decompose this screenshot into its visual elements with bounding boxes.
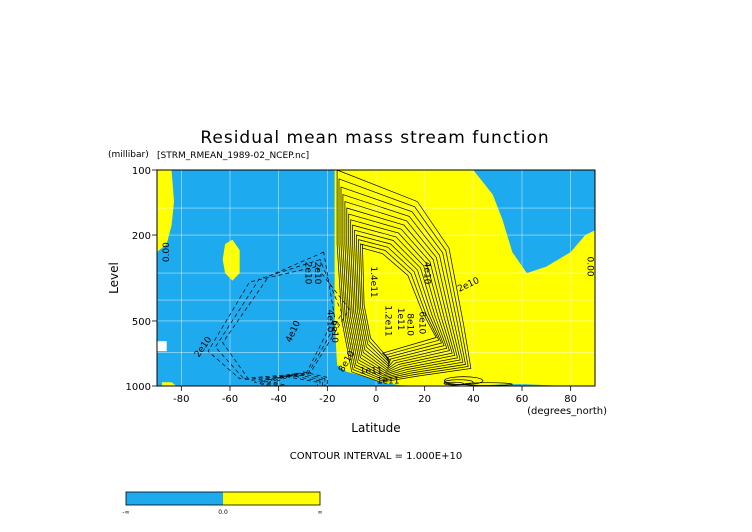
contour-positive — [336, 170, 472, 383]
contour-label: 1.4e11 — [368, 266, 378, 297]
colorbar: -∞ 0.0 ∞ — [122, 491, 323, 516]
x-tick-label: -20 — [319, 394, 335, 405]
y-tick-label: 100 — [132, 166, 151, 177]
contour-label: 1e11 — [360, 366, 383, 376]
contour-positive — [346, 207, 458, 375]
contour-label: 6e10 — [329, 320, 339, 343]
contour-positive — [348, 213, 456, 374]
contour-positive — [362, 243, 437, 362]
contour-label: 1e11 — [395, 308, 405, 331]
colorbar-label-zero: 0.0 — [218, 509, 228, 516]
x-tick-label: 0 — [373, 394, 379, 405]
y-axis-label: Level — [107, 262, 121, 294]
colorbar-negative — [126, 492, 223, 505]
x-tick-label: -80 — [173, 394, 189, 405]
contour-label: 6e10 — [417, 311, 427, 334]
positive-region-sh-pole — [157, 170, 174, 253]
dataset-label: [STRM_RMEAN_1989-02_NCEP.nc] — [157, 151, 309, 161]
contour-label: 4e10 — [324, 310, 334, 333]
y-tick-label: 200 — [132, 231, 151, 242]
contour-negative — [267, 372, 326, 386]
chart-title: Residual mean mass stream function — [200, 128, 549, 148]
contour-positive — [352, 224, 450, 371]
contour-negative — [207, 266, 350, 380]
contour-label: 0.00 — [585, 257, 595, 277]
contour-negative — [254, 375, 318, 386]
contour-positive — [338, 178, 469, 382]
x-tick-label: 40 — [467, 394, 480, 405]
contour-label: 8e10 — [405, 313, 415, 336]
contour-positive — [360, 243, 440, 363]
contour-positive — [350, 219, 453, 372]
x-axis-label: Latitude — [351, 421, 400, 435]
contour-positive — [443, 381, 465, 386]
colorbar-positive — [223, 492, 320, 505]
y-units-label: (millibar) — [108, 150, 149, 160]
x-tick-label: -60 — [222, 394, 238, 405]
contour-label: 2e10 — [302, 262, 312, 285]
contour-negative — [272, 371, 328, 386]
positive-region-surface-sh — [161, 382, 177, 386]
x-tick-label: -40 — [270, 394, 286, 405]
y-tick-label: 1000 — [126, 382, 151, 393]
x-tick-label: 80 — [564, 394, 577, 405]
contour-positive — [354, 229, 448, 369]
contour-positive — [443, 379, 474, 385]
colorbar-label-max: ∞ — [318, 509, 323, 516]
contour-label: 4e10 — [422, 262, 432, 285]
x-tick-label: 60 — [516, 394, 529, 405]
contour-positive — [358, 239, 442, 366]
contour-negative — [222, 251, 335, 381]
positive-region-cell — [222, 239, 240, 281]
contour-interval: CONTOUR INTERVAL = 1.000E+10 — [290, 451, 462, 462]
contour-positive — [344, 201, 461, 377]
x-units-label: (degrees_north) — [527, 406, 607, 417]
contour-positive — [342, 194, 464, 379]
y-tick-label: 500 — [132, 317, 151, 328]
contour-positive — [340, 186, 466, 380]
contour-label: 1.2e11 — [383, 305, 393, 336]
contour-positive — [356, 234, 445, 367]
contour-negative — [262, 373, 323, 386]
contour-label: 1e11 — [377, 377, 400, 387]
x-tick-label: 20 — [418, 394, 431, 405]
missing-region — [157, 341, 167, 352]
contour-negative — [214, 259, 343, 380]
colorbar-label-min: -∞ — [122, 509, 129, 516]
contour-label: 2e10 — [312, 262, 322, 285]
contour-positive — [462, 382, 514, 386]
colorbar-frame — [125, 491, 321, 506]
contour-label: 0.00 — [162, 242, 172, 262]
contour-positive — [443, 376, 484, 385]
